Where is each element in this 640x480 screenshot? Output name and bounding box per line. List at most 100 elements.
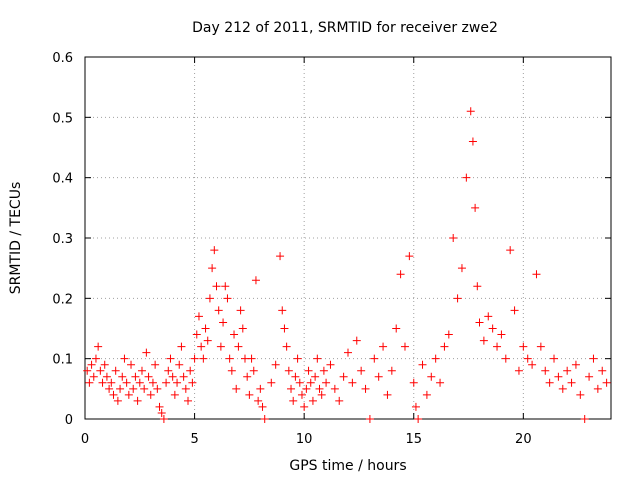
data-point	[602, 378, 611, 387]
data-point	[89, 372, 98, 381]
data-point	[414, 415, 423, 423]
data-point	[514, 366, 523, 375]
data-point	[335, 396, 344, 405]
data-point	[256, 384, 265, 393]
data-point	[135, 378, 144, 387]
data-point	[313, 354, 322, 363]
data-point	[304, 366, 313, 375]
data-point	[107, 378, 116, 387]
data-point	[168, 372, 177, 381]
data-point	[352, 336, 361, 345]
data-point	[116, 384, 125, 393]
data-point	[170, 390, 179, 399]
data-point	[249, 366, 258, 375]
data-point	[475, 318, 484, 327]
data-point	[308, 396, 317, 405]
y-tick-label: 0.5	[52, 111, 73, 126]
x-tick-label: 0	[81, 432, 89, 447]
y-axis-label: SRMTID / TECUs	[8, 182, 24, 295]
data-point	[497, 330, 506, 339]
data-point	[245, 390, 254, 399]
data-point	[418, 360, 427, 369]
data-point	[440, 342, 449, 351]
data-point	[212, 282, 221, 291]
data-point	[344, 348, 352, 357]
data-point	[162, 378, 171, 387]
data-point	[536, 342, 545, 351]
data-point	[289, 396, 298, 405]
data-point	[473, 282, 482, 291]
data-point	[598, 366, 607, 375]
data-point	[232, 384, 241, 393]
data-point	[365, 415, 374, 423]
data-point	[166, 354, 175, 363]
data-point	[282, 342, 291, 351]
data-point	[214, 306, 223, 315]
data-point	[151, 360, 160, 369]
data-point	[129, 384, 138, 393]
data-point	[146, 390, 155, 399]
data-point	[330, 384, 339, 393]
data-point	[306, 378, 315, 387]
data-point	[98, 378, 107, 387]
data-point	[571, 360, 580, 369]
data-point	[374, 372, 383, 381]
x-tick-label: 10	[296, 432, 313, 447]
data-point	[339, 372, 348, 381]
data-point	[510, 306, 519, 315]
data-point	[484, 312, 493, 321]
data-point	[427, 372, 436, 381]
data-point	[94, 342, 103, 351]
data-point	[221, 282, 230, 291]
data-point	[133, 396, 142, 405]
data-point	[122, 378, 131, 387]
data-point	[175, 360, 184, 369]
data-point	[155, 402, 164, 411]
data-point	[127, 360, 136, 369]
data-point	[436, 378, 445, 387]
data-point	[131, 372, 140, 381]
data-point	[493, 342, 502, 351]
data-point	[210, 246, 219, 255]
data-point	[96, 366, 105, 375]
axis-ticks	[84, 56, 611, 420]
data-point	[317, 390, 326, 399]
data-point	[580, 415, 589, 423]
y-tick-label: 0.2	[52, 292, 73, 307]
data-point	[589, 354, 598, 363]
data-point	[297, 390, 306, 399]
data-point	[111, 366, 120, 375]
data-point	[554, 372, 563, 381]
data-point	[192, 330, 201, 339]
data-point	[400, 342, 409, 351]
data-point	[109, 390, 118, 399]
data-point	[348, 378, 357, 387]
data-point	[545, 378, 554, 387]
data-point	[201, 324, 210, 333]
data-point	[102, 372, 111, 381]
data-point	[271, 360, 280, 369]
y-tick-label: 0.1	[52, 353, 73, 368]
data-point	[83, 366, 92, 375]
data-point	[519, 342, 528, 351]
data-point	[118, 372, 127, 381]
data-point	[593, 384, 602, 393]
data-point	[449, 234, 458, 242]
data-point	[276, 252, 285, 261]
data-point	[181, 384, 190, 393]
data-point	[247, 354, 256, 363]
data-point	[148, 378, 157, 387]
data-point	[479, 336, 488, 345]
data-point	[541, 366, 550, 375]
data-point	[177, 342, 186, 351]
data-point	[506, 246, 515, 255]
data-point	[457, 264, 466, 273]
data-point	[184, 396, 193, 405]
data-point	[431, 354, 440, 363]
data-point	[142, 348, 151, 357]
data-point	[444, 330, 453, 339]
data-point	[322, 378, 331, 387]
data-point	[468, 137, 477, 146]
data-point	[243, 372, 252, 381]
data-point	[300, 402, 309, 411]
